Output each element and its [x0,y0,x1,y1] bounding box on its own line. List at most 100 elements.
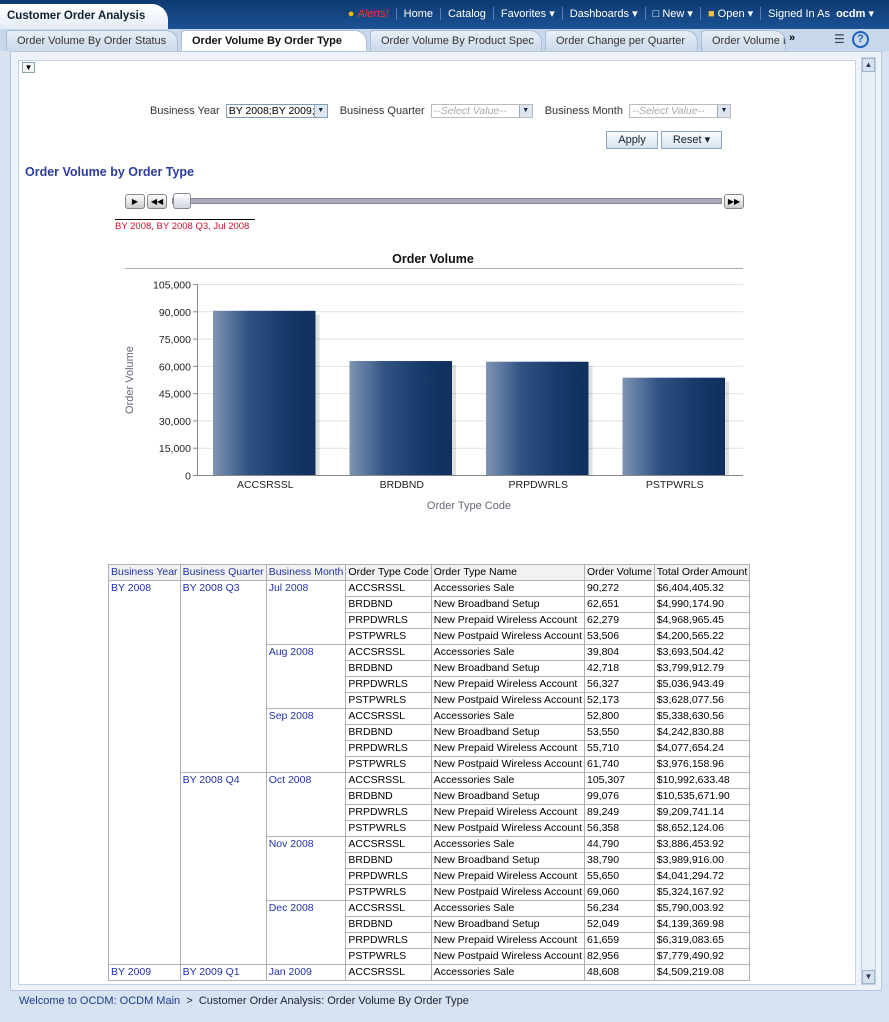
open-menu[interactable]: ■ Open ▾ [699,7,760,20]
total-amount-cell: $4,041,294.72 [653,868,751,885]
help-icon[interactable]: ? [852,31,869,48]
total-amount-cell: $7,779,490.92 [653,948,751,965]
order-type-name-cell: New Broadband Setup [430,724,586,741]
collapse-section-icon[interactable]: ▼ [22,62,35,73]
bar-prpdwrls[interactable] [486,361,589,475]
total-amount-cell: $10,992,633.48 [653,772,751,789]
reset-button[interactable]: Reset ▾ [661,131,722,149]
user-menu[interactable]: Signed In As ocdm ▾ [760,7,881,20]
bar-brdbnd[interactable] [349,361,453,475]
total-amount-cell: $6,404,405.32 [653,580,751,597]
year-cell[interactable]: BY 2008 [108,580,181,965]
total-amount-cell: $6,319,083.65 [653,932,751,949]
table-row: Sep 2008 ACCSRSSL Accessories Sale 52,800 $5… [109,708,751,773]
order-volume-cell: 52,173 [584,692,655,709]
order-volume-cell: 39,804 [584,644,655,661]
order-type-name-cell: New Prepaid Wireless Account [430,804,586,821]
page-options-icon[interactable]: ☰ [834,32,845,46]
apply-button[interactable]: Apply [606,131,658,149]
order-type-name-cell: New Postpaid Wireless Account [430,756,586,773]
tab-order-volume-b[interactable]: Order Volume B [701,30,786,51]
tab-order-status[interactable]: Order Volume By Order Status [6,30,178,51]
table-row: BRDBND New Broadband Setup 99,076 $10,535,6… [109,788,751,805]
order-type-code-cell: PRPDWRLS [345,868,432,885]
order-type-code-cell: PSTPWRLS [345,628,432,645]
column-header[interactable]: Order Type Name [430,564,586,581]
order-type-code-cell: ACCSRSSL [345,900,432,917]
more-tabs-icon[interactable]: » [789,32,796,44]
order-type-name-cell: Accessories Sale [430,836,586,853]
order-type-name-cell: New Postpaid Wireless Account [430,628,586,645]
section-title: Order Volume by Order Type [25,165,195,179]
home-link[interactable]: Home [395,7,440,20]
dashboards-menu[interactable]: Dashboards ▾ [561,7,645,20]
folder-icon: ■ [707,8,715,20]
month-cell[interactable]: Nov 2008 [265,836,347,901]
order-type-code-cell: BRDBND [345,724,432,741]
month-cell[interactable]: Jan 2009 [265,964,347,981]
new-menu[interactable]: □ New ▾ [644,7,700,20]
order-type-code-cell: ACCSRSSL [345,836,432,853]
business-year-select[interactable]: BY 2008;BY 2009; ▼ [225,104,328,118]
play-button[interactable]: ▶ [125,194,145,209]
order-type-name-cell: New Broadband Setup [430,660,586,677]
scroll-down-icon[interactable]: ▼ [862,970,875,984]
bar-accsrssl[interactable] [213,310,316,475]
order-type-code-cell: PRPDWRLS [345,612,432,629]
step-back-button[interactable]: ◀◀ [147,194,167,209]
total-amount-cell: $4,990,174.90 [653,596,751,613]
table-row: BRDBND New Broadband Setup 42,718 $3,799,91… [109,660,751,677]
dropdown-arrow-icon: ▼ [313,105,327,117]
slider-track[interactable] [172,198,722,204]
quarter-cell[interactable]: BY 2008 Q3 [179,580,267,773]
order-type-code-cell: PRPDWRLS [345,740,432,757]
month-cell[interactable]: Aug 2008 [265,644,347,709]
column-header[interactable]: Business Year [108,564,181,581]
catalog-link[interactable]: Catalog [439,7,493,20]
breadcrumb-home-link[interactable]: Welcome to OCDM: OCDM Main [19,995,181,1007]
tab-order-change[interactable]: Order Change per Quarter [545,30,698,51]
year-cell[interactable]: BY 2009 [108,964,181,981]
slider-thumb[interactable] [173,193,191,209]
tab-order-type[interactable]: Order Volume By Order Type [181,30,367,51]
scroll-up-icon[interactable]: ▲ [862,58,875,72]
order-volume-cell: 52,800 [584,708,655,725]
table-row: BY 2008 Q4 Oct 2008 ACCSRSSL Accessories Sa… [109,772,751,965]
business-quarter-label: Business Quarter [339,105,425,117]
breadcrumb-current: Customer Order Analysis: Order Volume By… [198,995,469,1007]
order-volume-cell: 62,279 [584,612,655,629]
month-cell[interactable]: Sep 2008 [265,708,347,773]
business-month-select[interactable]: --Select Value-- ▼ [628,104,731,118]
order-volume-cell: 99,076 [584,788,655,805]
step-forward-button[interactable]: ▶▶ [724,194,744,209]
alerts-link[interactable]: ● Alerts! [347,7,389,20]
month-cell[interactable]: Dec 2008 [265,900,347,965]
x-tick-label: PSTPWRLS [646,479,704,491]
month-cell[interactable]: Oct 2008 [265,772,347,837]
order-volume-chart: Order Volume 0 15,000 30,000 45,000 60,000 75… [124,252,743,512]
quarter-cell[interactable]: BY 2008 Q4 [179,772,267,965]
column-header[interactable]: Total Order Amount [653,564,751,581]
order-type-code-cell: PSTPWRLS [345,692,432,709]
table-row: PSTPWRLS New Postpaid Wireless Account 56,… [109,820,751,837]
total-amount-cell: $3,976,158.96 [653,756,751,773]
table-header-row: Business Year Business Quarter Business Mo… [108,564,751,581]
table-row: BRDBND New Broadband Setup 62,651 $4,990,17… [109,596,751,613]
month-cell[interactable]: Jul 2008 [265,580,347,645]
business-quarter-select[interactable]: --Select Value-- ▼ [430,104,533,118]
order-type-code-cell: PSTPWRLS [345,756,432,773]
vertical-scrollbar[interactable]: ▲ ▼ [861,57,876,985]
quarter-cell[interactable]: BY 2009 Q1 [179,964,267,981]
column-header[interactable]: Order Volume [584,564,655,581]
column-header[interactable]: Business Quarter [179,564,267,581]
bar-pstpwrls[interactable] [622,377,726,475]
total-amount-cell: $3,628,077.56 [653,692,751,709]
total-amount-cell: $10,535,671.90 [653,788,751,805]
favorites-menu[interactable]: Favorites ▾ [492,7,562,20]
total-amount-cell: $4,968,965.45 [653,612,751,629]
y-tick-label: 15,000 [159,443,191,455]
order-type-code-cell: PSTPWRLS [345,884,432,901]
column-header[interactable]: Order Type Code [345,564,432,581]
column-header[interactable]: Business Month [265,564,347,581]
tab-product-spec[interactable]: Order Volume By Product Spec [370,30,542,51]
